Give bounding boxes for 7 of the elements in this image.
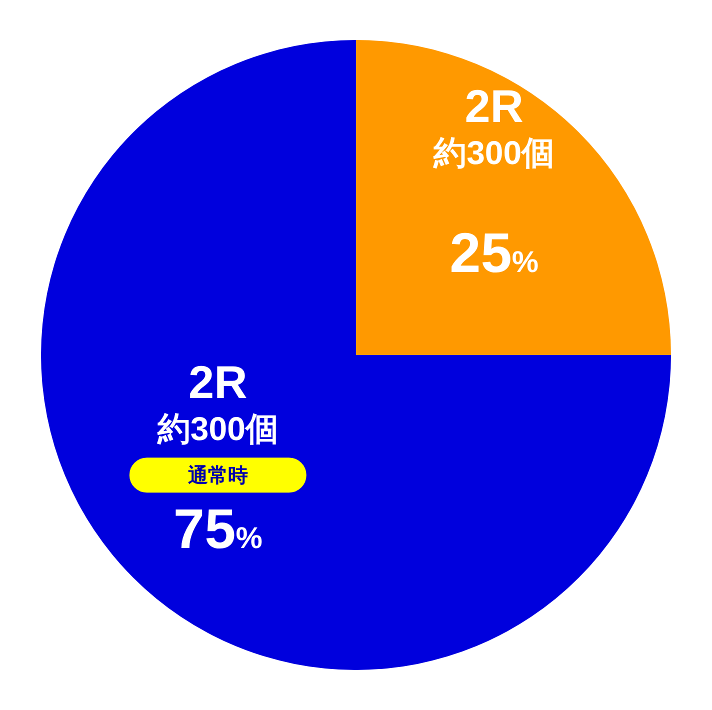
data-label: 75% bbox=[173, 497, 262, 560]
pie-slice bbox=[356, 40, 671, 355]
text: 2R 約300個 bbox=[432, 80, 555, 171]
slice-label: 通常時 bbox=[186, 464, 248, 488]
data-label: 25% bbox=[450, 220, 539, 284]
pie-slice bbox=[41, 40, 671, 670]
text: 2R 約300個 bbox=[156, 356, 278, 448]
